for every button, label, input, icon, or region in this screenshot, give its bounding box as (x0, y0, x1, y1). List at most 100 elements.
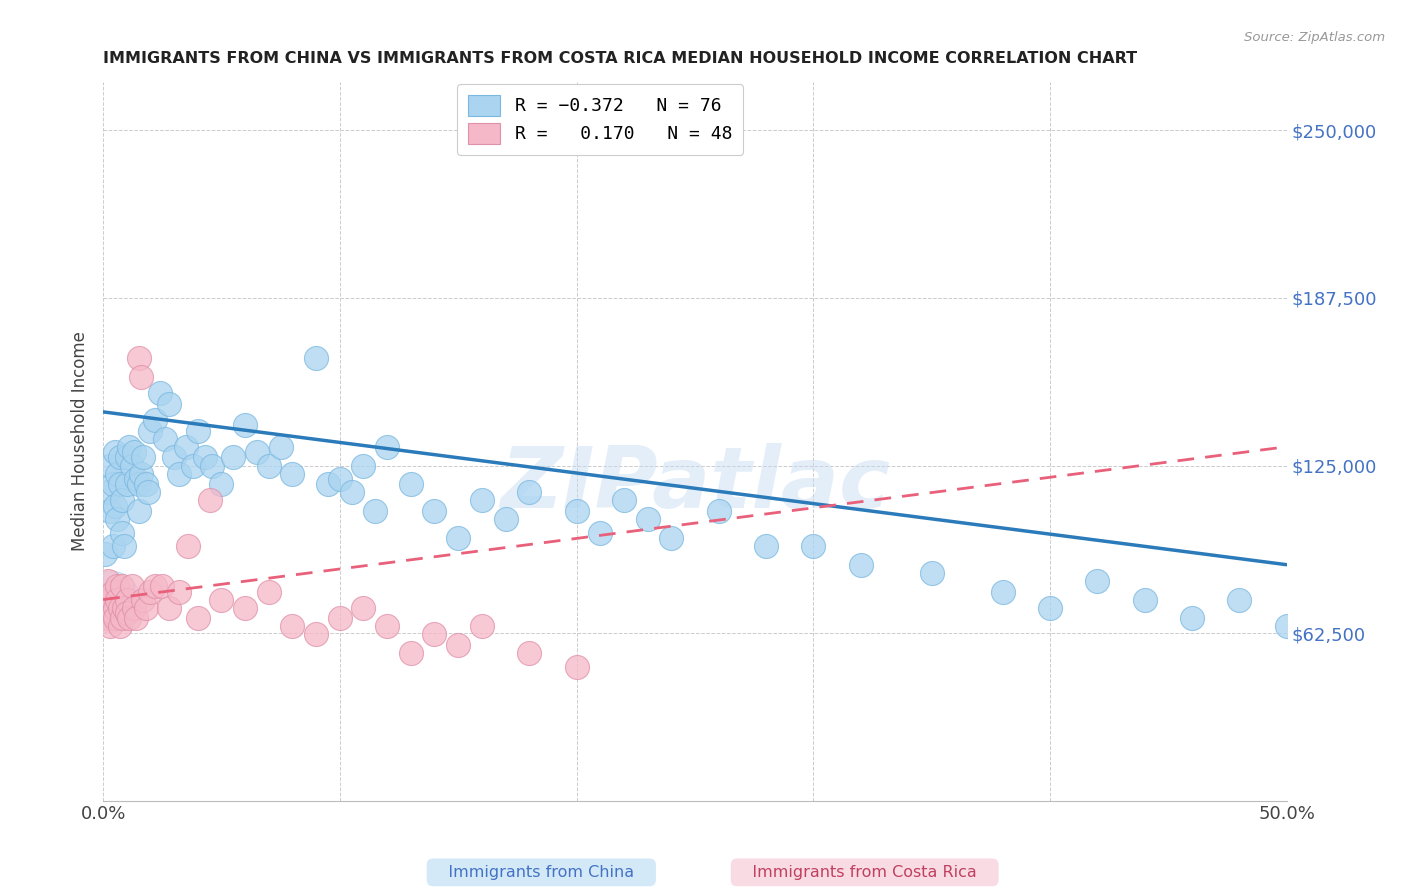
Point (471, 493, 494, 508)
Point (115, 592, 138, 607)
Point (125, 611, 148, 625)
Point (135, 477, 157, 491)
Point (125, 472, 148, 486)
Point (281, 467, 304, 481)
Point (136, 485, 159, 500)
Point (181, 458, 204, 473)
Text: Immigrants from Costa Rica: Immigrants from Costa Rica (737, 865, 993, 880)
Point (150, 579, 173, 593)
Point (108, 477, 131, 491)
Text: Immigrants from China: Immigrants from China (433, 865, 650, 880)
Point (1227, 592, 1250, 607)
Point (121, 458, 143, 473)
Point (118, 611, 141, 625)
Point (270, 440, 292, 454)
Y-axis label: Median Household Income: Median Household Income (72, 332, 89, 551)
Point (447, 638, 470, 652)
Point (149, 386, 172, 401)
Point (97, 485, 120, 500)
Point (139, 424, 162, 438)
Point (495, 512, 517, 526)
Point (132, 450, 155, 465)
Point (104, 600, 127, 615)
Point (316, 477, 339, 491)
Point (122, 445, 145, 459)
Point (105, 467, 128, 481)
Point (111, 525, 134, 540)
Point (128, 351, 150, 366)
Point (105, 579, 128, 593)
Point (97, 611, 120, 625)
Point (104, 445, 127, 459)
Point (98, 619, 121, 633)
Point (198, 493, 221, 508)
Point (135, 600, 157, 615)
Point (1181, 611, 1204, 625)
Point (399, 477, 422, 491)
Point (98, 592, 121, 607)
Point (211, 592, 233, 607)
Point (132, 592, 155, 607)
Point (153, 432, 176, 446)
Legend: R = −0.372   N = 76, R =   0.170   N = 48: R = −0.372 N = 76, R = 0.170 N = 48 (457, 84, 744, 154)
Point (305, 627, 328, 641)
Point (97, 574, 120, 588)
Point (111, 579, 134, 593)
Point (375, 440, 398, 454)
Point (991, 584, 1014, 599)
Point (637, 512, 659, 526)
Point (111, 611, 134, 625)
Point (121, 579, 143, 593)
Point (129, 370, 152, 384)
Point (105, 512, 128, 526)
Point (167, 584, 190, 599)
Point (1085, 574, 1108, 588)
Point (115, 477, 138, 491)
Point (94, 600, 117, 615)
Point (115, 606, 138, 620)
Text: Source: ZipAtlas.com: Source: ZipAtlas.com (1244, 31, 1385, 45)
Point (97, 600, 120, 615)
Point (101, 606, 124, 620)
Point (174, 440, 197, 454)
Point (101, 477, 124, 491)
Point (589, 525, 612, 540)
Point (111, 493, 134, 508)
Point (329, 472, 352, 486)
Point (143, 579, 166, 593)
Point (921, 566, 943, 580)
Point (1275, 619, 1298, 633)
Point (801, 539, 824, 553)
Point (659, 531, 682, 545)
Point (222, 450, 245, 465)
Point (187, 611, 209, 625)
Point (281, 619, 304, 633)
Point (157, 600, 180, 615)
Point (849, 558, 872, 572)
Point (707, 504, 730, 518)
Point (128, 504, 150, 518)
Point (517, 485, 540, 500)
Point (112, 600, 135, 615)
Point (399, 646, 422, 660)
Point (364, 504, 387, 518)
Point (340, 485, 363, 500)
Point (517, 646, 540, 660)
Point (177, 539, 200, 553)
Point (613, 493, 636, 508)
Point (122, 600, 145, 615)
Point (211, 477, 233, 491)
Point (1133, 592, 1156, 607)
Point (423, 504, 446, 518)
Point (101, 584, 124, 599)
Point (98, 458, 121, 473)
Point (246, 445, 269, 459)
Point (565, 504, 588, 518)
Point (101, 539, 124, 553)
Point (115, 450, 138, 465)
Point (139, 584, 162, 599)
Point (94, 547, 117, 561)
Point (194, 450, 217, 465)
Point (305, 351, 328, 366)
Point (565, 659, 588, 673)
